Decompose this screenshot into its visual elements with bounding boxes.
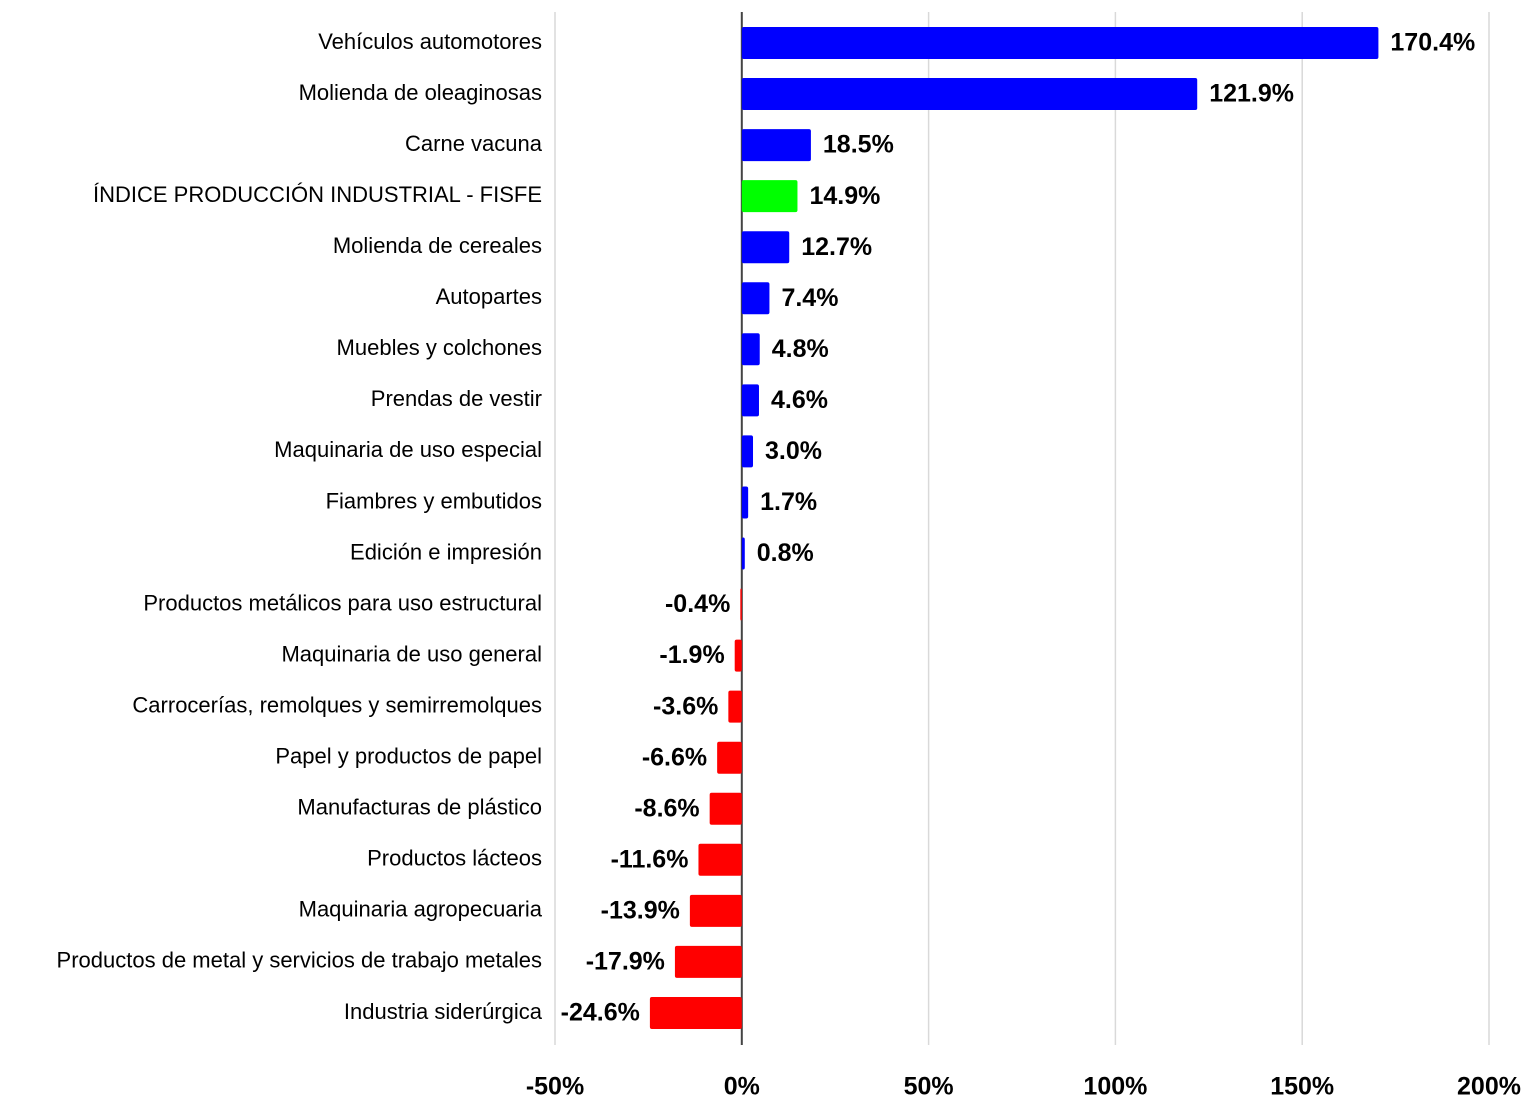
bar [717,741,742,774]
value-label: -6.6% [642,743,707,771]
bar [741,78,1198,111]
value-label: 4.8% [772,335,829,363]
value-label: 170.4% [1390,29,1475,57]
x-tick-label: 200% [1457,1073,1521,1101]
value-label: 1.7% [760,488,817,516]
x-tick-label: 50% [904,1073,954,1101]
y-tick-label: Vehículos automotores [318,29,542,54]
value-label: 12.7% [801,233,872,261]
y-tick-label: Productos de metal y servicios de trabaj… [57,948,542,973]
y-tick-label: Carrocerías, remolques y semirremolques [132,692,542,717]
value-label: -13.9% [601,896,680,924]
value-label: 14.9% [809,182,880,210]
bar [709,792,742,825]
bar [649,996,742,1029]
value-label: -17.9% [586,948,665,976]
value-label: 121.9% [1209,80,1294,108]
value-label: 3.0% [765,437,822,465]
y-tick-label: Autopartes [436,284,542,309]
bar [674,945,742,978]
bar [741,180,798,213]
y-tick-label: Manufacturas de plástico [297,795,542,820]
bar [689,894,742,927]
y-tick-label: Carne vacuna [405,131,543,156]
value-label: -24.6% [561,999,640,1027]
y-tick-label: Maquinaria de uso especial [274,437,542,462]
bar [740,588,742,621]
y-tick-label: Papel y productos de papel [275,744,542,769]
y-tick-label: Maquinaria de uso general [281,641,542,666]
y-tick-label: Fiambres y embutidos [326,488,542,513]
x-tick-label: -50% [526,1073,584,1101]
bar [741,231,790,264]
value-label: -3.6% [653,692,718,720]
y-tick-label: Maquinaria agropecuaria [299,897,543,922]
value-label: 7.4% [781,284,838,312]
value-label: 4.6% [771,386,828,414]
value-label: -0.4% [665,590,730,618]
value-label: -1.9% [659,641,724,669]
y-tick-label: Productos metálicos para uso estructural [143,590,542,615]
y-tick-label: Prendas de vestir [371,386,542,411]
y-tick-label: Productos lácteos [367,846,542,871]
x-tick-label: 0% [724,1073,760,1101]
y-tick-label: ÍNDICE PRODUCCIÓN INDUSTRIAL - FISFE [93,182,542,207]
y-tick-label: Edición e impresión [350,539,542,564]
bar [741,282,770,315]
value-label: 0.8% [757,539,814,567]
bar [741,486,749,519]
bar [741,435,754,468]
x-tick-label: 100% [1083,1073,1147,1101]
bar [728,690,742,723]
bar [741,537,745,570]
bar [741,333,760,366]
y-tick-label: Molienda de oleaginosas [299,80,542,105]
bar [741,129,811,162]
y-tick-label: Muebles y colchones [337,335,542,360]
value-label: 18.5% [823,131,894,159]
bar [741,384,759,417]
bar [698,843,742,876]
x-tick-label: 150% [1270,1073,1334,1101]
y-tick-label: Industria siderúrgica [344,999,543,1024]
bar [734,639,742,672]
value-label: -8.6% [634,794,699,822]
value-label: -11.6% [611,845,689,873]
bar [741,27,1379,59]
y-tick-label: Molienda de cereales [333,233,542,258]
